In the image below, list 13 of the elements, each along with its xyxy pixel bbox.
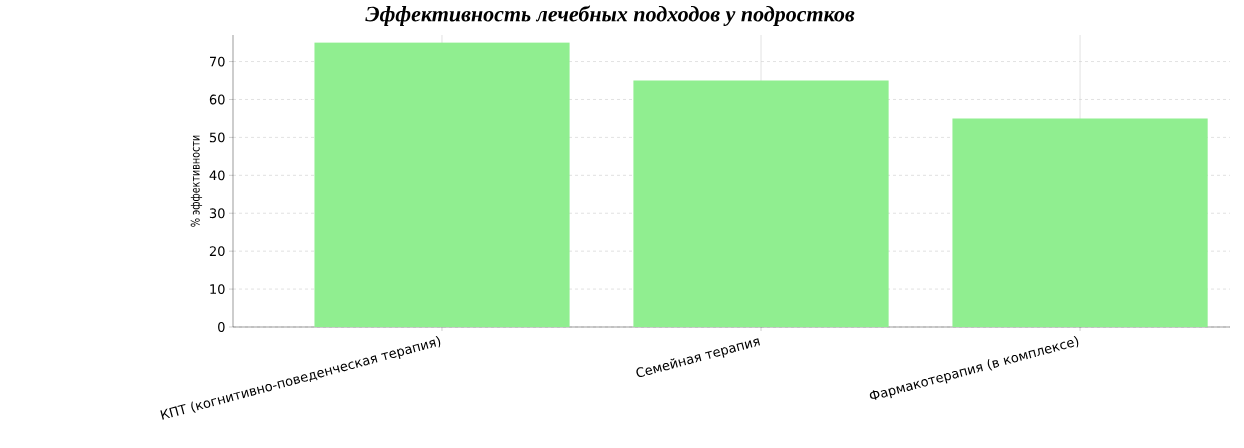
y-tick-label: 30: [209, 208, 225, 219]
bar: [633, 80, 889, 327]
bar: [952, 118, 1208, 327]
chart-title: Эффективность лечебных подходов у подростков: [365, 5, 855, 27]
y-tick-label: 70: [210, 56, 225, 67]
y-tick-label: 10: [210, 284, 225, 294]
y-axis-title: % эффективности: [190, 135, 203, 227]
y-tick-label: 60: [209, 94, 225, 105]
y-tick-label: 50: [209, 132, 225, 143]
bar: [314, 42, 570, 327]
y-tick-label: 0: [218, 322, 225, 332]
y-tick-label: 40: [209, 170, 225, 181]
y-tick-label: 20: [209, 246, 225, 257]
